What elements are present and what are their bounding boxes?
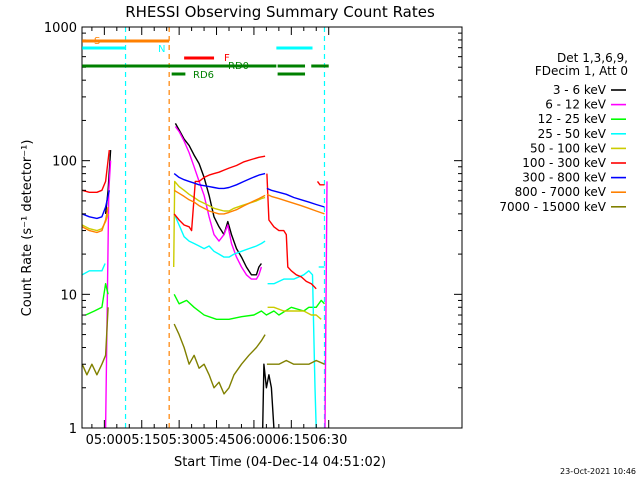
series-line-7000-15000-kev-1	[173, 323, 266, 395]
plot-frame	[81, 26, 463, 429]
legend-label-100-300-kev: 100 - 300 keV	[522, 156, 606, 170]
series-line-6-12-kev-2	[324, 181, 328, 428]
series-line-100-300-kev-3	[316, 180, 325, 186]
y-tick-label-10: 10	[60, 288, 77, 303]
series-line-7000-15000-kev-0	[82, 307, 109, 376]
legend-label-6-12-kev: 6 - 12 keV	[545, 98, 607, 112]
series-line-25-50-kev-0	[82, 263, 106, 276]
x-axis: 05:00 05:15 05:30 05:45 06:00 06:15 06:30	[86, 27, 347, 448]
series-line-12-25-kev-0	[85, 283, 109, 316]
x-axis-label: Start Time (04-Dec-14 04:51:02)	[174, 455, 386, 470]
legend-label-12-25-kev: 12 - 25 keV	[538, 112, 607, 126]
series-line-300-800-kev-0	[82, 190, 110, 220]
legend-header-1: FDecim 1, Att 0	[535, 64, 628, 78]
series-line-800-7000-kev-1	[173, 189, 266, 215]
x-tick-label-05-45: 05:45	[198, 433, 235, 448]
series-line-12-25-kev-1	[173, 293, 326, 320]
series-line-300-800-kev-2	[266, 187, 325, 208]
series-line-100-300-kev-1	[173, 155, 266, 232]
x-tick-label-05-15: 05:15	[123, 433, 160, 448]
legend-label-50-100-kev: 50 - 100 keV	[530, 141, 607, 155]
state-bar-label-f: F	[224, 53, 230, 64]
state-bar-label-s: S	[94, 36, 100, 47]
x-tick-label-05-30: 05:30	[160, 433, 197, 448]
series-line-800-7000-kev-2	[266, 193, 325, 215]
series-7000-15000-kev	[82, 307, 325, 395]
series-line-3-6-kev-1	[174, 123, 262, 276]
y-axis: 1 10 100 1000	[44, 21, 462, 437]
series-line-300-800-kev-1	[173, 172, 266, 190]
series-line-100-300-kev-0	[82, 150, 110, 194]
state-bar-n: N	[82, 44, 313, 55]
chart-title: RHESSI Observing Summary Count Rates	[125, 3, 435, 21]
y-axis-label: Count Rate (s⁻¹ detector⁻¹)	[20, 140, 35, 317]
series-line-800-7000-kev-0	[82, 206, 109, 234]
legend-label-3-6-kev: 3 - 6 keV	[553, 83, 607, 97]
series-line-100-300-kev-2	[266, 173, 317, 290]
x-tick-label-06-30: 06:30	[310, 433, 347, 448]
legend-label-300-800-kev: 300 - 800 keV	[522, 171, 606, 185]
legend-header-0: Det 1,3,6,9,	[557, 51, 628, 65]
series-25-50-kev	[82, 213, 325, 428]
legend-label-25-50-kev: 25 - 50 keV	[538, 127, 607, 141]
series-line-25-50-kev-2	[267, 270, 317, 428]
series-800-7000-kev	[82, 189, 325, 234]
legend-label-800-7000-kev: 800 - 7000 keV	[515, 185, 607, 199]
footer-date: 23-Oct-2021 10:46	[560, 467, 636, 476]
series-300-800-kev	[82, 172, 325, 220]
state-bar-label-rd6: RD6	[193, 70, 214, 81]
x-tick-label-05-00: 05:00	[86, 433, 123, 448]
series-line-25-50-kev-1	[173, 213, 266, 258]
state-bar-f: F	[184, 53, 230, 64]
state-bar-s: S	[82, 36, 170, 47]
y-tick-label-1000: 1000	[44, 21, 77, 36]
series-line-3-6-kev-2	[262, 363, 275, 428]
series-100-300-kev	[82, 150, 325, 290]
y-tick-label-100: 100	[52, 155, 77, 170]
legend-label-7000-15000-kev: 7000 - 15000 keV	[499, 200, 606, 214]
state-bar-label-n: N	[158, 44, 165, 55]
x-tick-label-06-00: 06:00	[235, 433, 272, 448]
series-line-7000-15000-kev-2	[266, 359, 325, 365]
series-line-50-100-kev-2	[267, 306, 322, 320]
state-bar-rd6: RD6	[171, 70, 306, 81]
plot-area	[82, 27, 328, 428]
state-bar-rd0: RD0	[82, 61, 329, 72]
y-tick-label-1: 1	[69, 422, 77, 437]
series-12-25-kev	[85, 283, 326, 320]
series-line-6-12-kev-1	[174, 126, 263, 280]
x-tick-label-06-15: 06:15	[273, 433, 310, 448]
state-bar-label-rd0: RD0	[228, 61, 249, 72]
